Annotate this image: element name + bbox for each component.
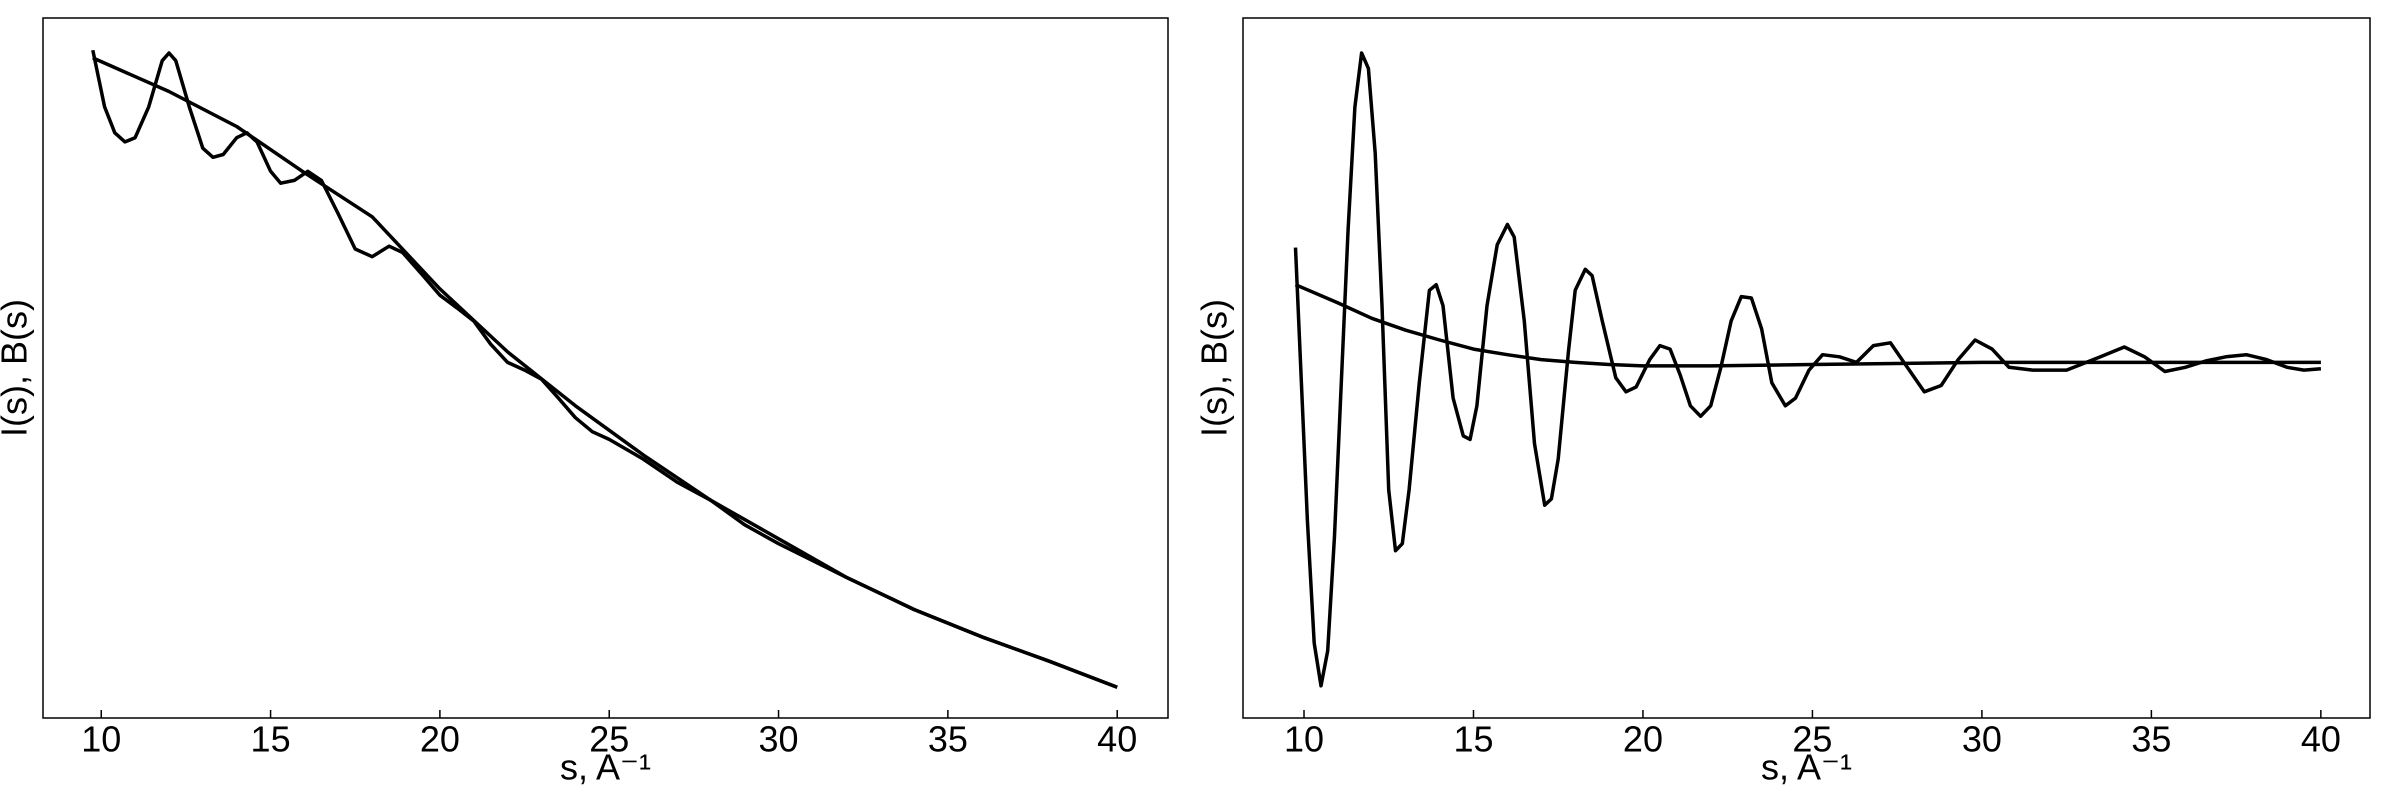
x-tick-label: 30 bbox=[759, 719, 799, 760]
y-axis-label: I(s), B(s) bbox=[1194, 299, 1235, 437]
x-axis-label: s, A⁻¹ bbox=[560, 747, 651, 788]
data-line bbox=[1293, 51, 2322, 688]
x-tick-label: 25 bbox=[1792, 719, 1832, 760]
x-axis-label: s, A⁻¹ bbox=[1761, 747, 1852, 788]
x-tick-label: 15 bbox=[251, 719, 291, 760]
x-tick-label: 30 bbox=[1962, 719, 2002, 760]
plot-frame bbox=[42, 17, 1169, 719]
plot-frame bbox=[1242, 17, 2371, 719]
data-line bbox=[91, 49, 1118, 689]
x-tick-label: 35 bbox=[928, 719, 968, 760]
x-tick-label: 35 bbox=[2131, 719, 2171, 760]
x-tick-label: 15 bbox=[1453, 719, 1493, 760]
x-tick-label: 25 bbox=[589, 719, 629, 760]
x-tick-label: 10 bbox=[81, 719, 121, 760]
x-tick-label: 20 bbox=[1623, 719, 1663, 760]
x-tick-label: 40 bbox=[2301, 719, 2341, 760]
x-tick-label: 10 bbox=[1284, 719, 1324, 760]
data-line bbox=[1294, 283, 2321, 368]
data-line bbox=[92, 56, 1118, 689]
y-axis-label: I(s), B(s) bbox=[0, 299, 35, 437]
x-tick-label: 20 bbox=[420, 719, 460, 760]
x-tick-label: 40 bbox=[1097, 719, 1137, 760]
